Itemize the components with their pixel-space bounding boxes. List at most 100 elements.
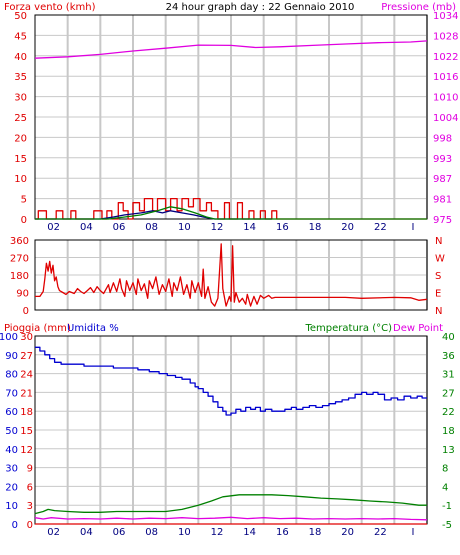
y-tick-label: 13 [442,445,455,456]
y-tick-label: -5 [442,520,452,531]
y-tick-label: 3 [27,501,33,512]
y-tick-label: 60 [5,407,18,418]
y-tick-label: 0 [23,306,29,317]
y-tick-label: 10 [14,174,27,185]
y-tick-label: 987 [433,174,452,185]
y-tick-label: 80 [5,370,18,381]
y-tick-label: 5 [21,195,27,206]
y-tick-label: 0 [21,215,27,226]
y-tick-label: 27 [20,351,33,362]
y-tick-label: E [435,289,441,300]
y-tick-label: N [435,236,442,247]
y-tick-label: 70 [5,388,18,399]
y-tick-label: 30 [14,93,27,104]
y-tick-label: 1010 [433,93,458,104]
y-tick-label: 40 [14,52,27,63]
series-line-magenta [34,40,428,59]
y-tick-label: 20 [5,482,18,493]
y-tick-label: 35 [14,72,27,83]
temperature-axis-title: Temperatura (°C) [304,323,392,334]
x-tick-label: 04 [80,222,93,233]
y-tick-label: 50 [5,426,18,437]
y-tick-label: 90 [16,289,29,300]
dew-point-axis-title: Dew Point [393,323,443,334]
humidity-axis-title: Umidita % [67,323,119,334]
y-tick-label: 1034 [433,11,458,22]
series-line-dark [35,210,272,220]
y-tick-label: 25 [14,113,27,124]
y-tick-label: 270 [10,254,29,265]
y-tick-label: S [435,271,441,282]
x-tick-label: 22 [374,527,387,538]
y-tick-label: 975 [433,215,452,226]
x-tick-label: 16 [276,527,289,538]
y-tick-label: 1028 [433,31,458,42]
y-tick-label: 10 [5,501,18,512]
x-tick-label: 12 [211,222,224,233]
y-tick-label: 30 [20,332,33,343]
y-tick-label: 90 [5,351,18,362]
pressure-axis-title: Pressione (mb) [381,2,456,13]
y-tick-label: 27 [442,388,455,399]
x-tick-label: 20 [341,527,354,538]
y-tick-label: 360 [10,236,29,247]
x-tick-label: 18 [309,222,322,233]
y-tick-label: 1016 [433,72,458,83]
rain-axis-title: Pioggia (mm) [4,323,71,334]
x-tick-label: 08 [145,222,158,233]
y-tick-label: 45 [14,31,27,42]
series-line-red [35,243,428,307]
y-tick-label: 31 [442,370,455,381]
y-tick-label: 20 [14,133,27,144]
series-line-green [35,206,427,220]
x-tick-label: 16 [276,222,289,233]
y-tick-label: 1022 [433,52,458,63]
x-tick-label: 14 [243,222,256,233]
x-tick-label: 18 [309,527,322,538]
x-tick-label: 06 [113,527,126,538]
x-tick-label: 12 [211,527,224,538]
x-tick-label: 10 [178,527,191,538]
y-tick-label: 15 [14,154,27,165]
y-tick-label: 24 [20,370,33,381]
y-tick-label: 4 [442,482,448,493]
y-tick-label: 6 [27,482,33,493]
y-tick-label: 22 [442,407,455,418]
y-tick-label: 993 [433,154,452,165]
x-tick-label: 20 [341,222,354,233]
series-line-magenta [34,516,428,521]
y-tick-label: 40 [442,332,455,343]
wind-pressure-panel: Forza vento (kmh) 24 hour graph day : 22… [4,2,458,233]
y-tick-label: W [435,254,445,265]
series-line-blue [35,346,427,416]
y-tick-label: 36 [442,351,455,362]
x-tick-label: 14 [243,527,256,538]
y-tick-label: -1 [442,501,452,512]
x-tick-label: 02 [47,222,60,233]
y-tick-label: 30 [5,464,18,475]
y-tick-label: 100 [0,332,18,343]
y-tick-label: 0 [12,520,18,531]
rain-humidity-temp-panel: Pioggia (mm) Umidita % Temperatura (°C) … [0,323,455,538]
y-tick-label: 0 [27,520,33,531]
y-tick-label: 12 [20,445,33,456]
chart-title: 24 hour graph day : 22 Gennaio 2010 [166,2,355,13]
y-tick-label: 15 [20,426,33,437]
y-tick-label: 8 [442,464,448,475]
x-tick-label: 02 [47,527,60,538]
wind-speed-axis-title: Forza vento (kmh) [4,2,96,13]
y-tick-label: 18 [442,426,455,437]
x-tick-label: 04 [80,527,93,538]
y-tick-label: 180 [10,271,29,282]
y-tick-label: 9 [27,464,33,475]
x-tick-label: 08 [145,527,158,538]
y-tick-label: 998 [433,133,452,144]
x-tick-label: I [412,527,415,538]
x-tick-label: I [412,222,415,233]
x-tick-label: 22 [374,222,387,233]
y-tick-label: 40 [5,445,18,456]
wind-direction-frame [34,239,428,311]
x-tick-label: 10 [178,222,191,233]
